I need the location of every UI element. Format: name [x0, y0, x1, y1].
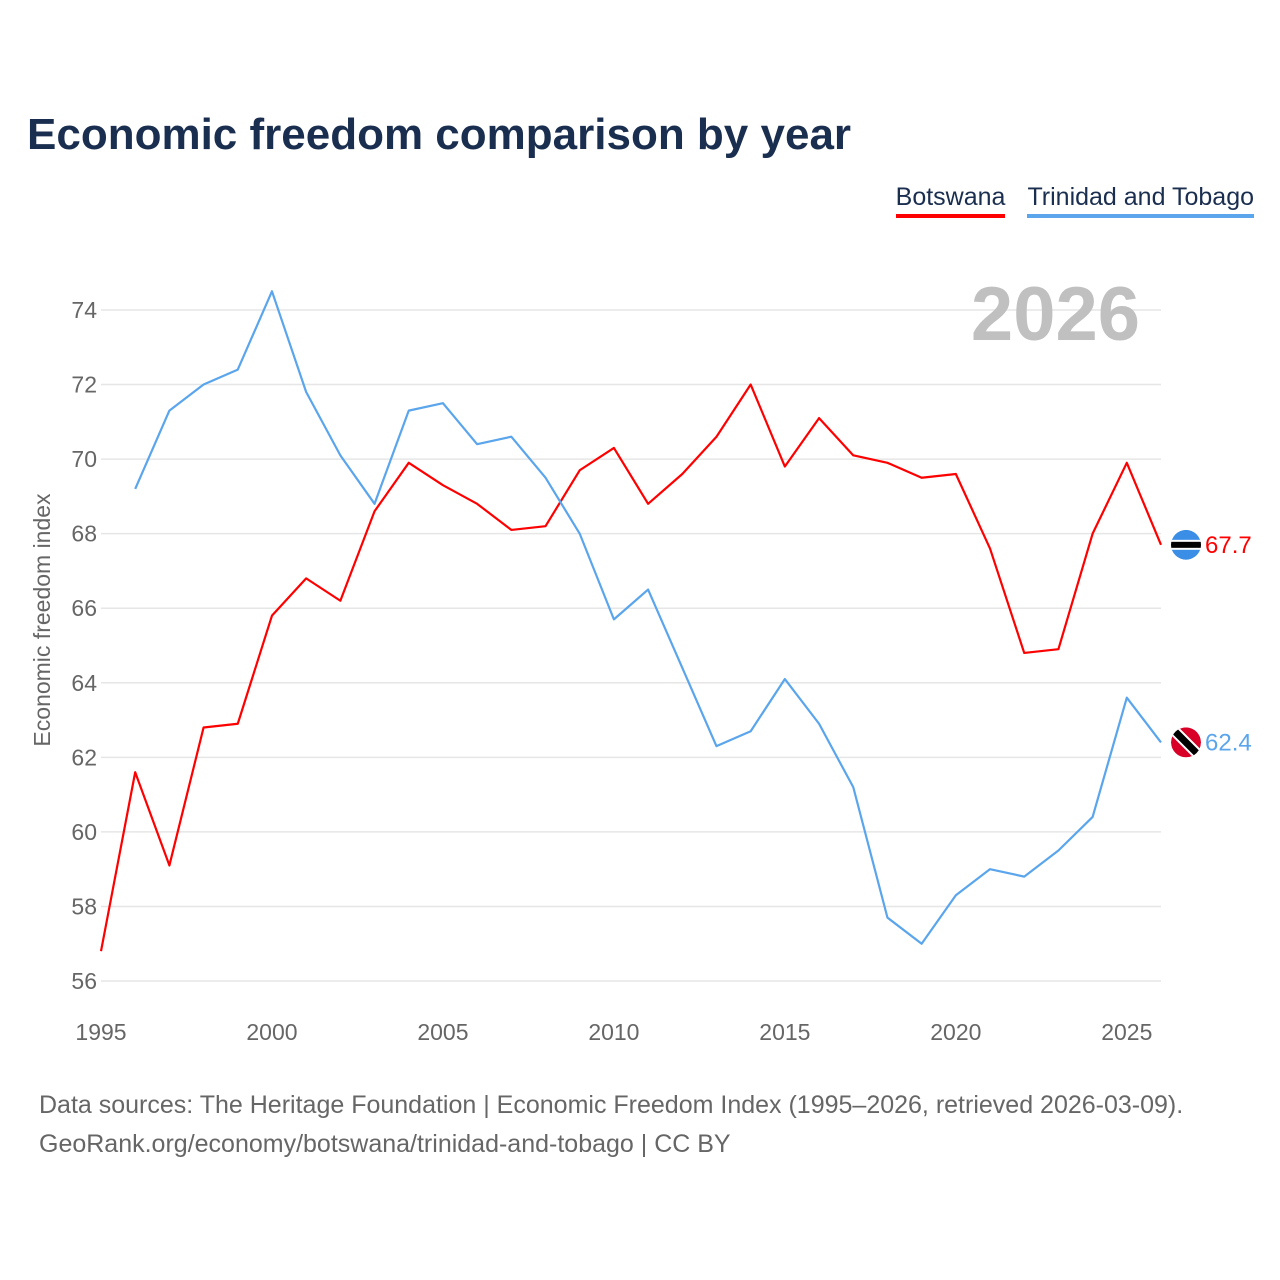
source-line-2[interactable]: GeoRank.org/economy/botswana/trinidad-an… — [39, 1130, 731, 1158]
source-note: Data sources: The Heritage Foundation | … — [39, 1086, 1183, 1164]
legend-item-botswana[interactable]: Botswana — [895, 183, 1006, 218]
y-tick-label: 58 — [71, 893, 97, 919]
y-tick-label: 72 — [71, 372, 97, 398]
y-tick-label: 64 — [71, 670, 97, 696]
legend-item-trinidad-and-tobago[interactable]: Trinidad and Tobago — [1027, 183, 1254, 218]
x-tick-label: 2020 — [930, 1019, 981, 1045]
x-tick-label: 2025 — [1101, 1019, 1152, 1045]
year-watermark: 2026 — [971, 272, 1140, 357]
y-tick-label: 62 — [71, 744, 97, 770]
botswana-flag-icon — [1171, 529, 1201, 560]
series-line-botswana — [99, 383, 1163, 952]
y-axis-label: Economic freedom index — [29, 493, 55, 747]
flag-stripe-black — [1171, 541, 1201, 548]
y-tick-label: 68 — [71, 521, 97, 547]
y-tick-label: 66 — [71, 595, 97, 621]
end-value-label: 67.7 — [1205, 532, 1252, 559]
y-tick-label: 74 — [71, 297, 97, 323]
end-value-label: 62.4 — [1205, 729, 1252, 756]
flag-stripe-black — [1171, 727, 1201, 758]
series-line-trinidad-and-tobago — [134, 290, 1162, 945]
x-tick-label: 2000 — [246, 1019, 297, 1045]
x-tick-label: 2015 — [759, 1019, 810, 1045]
trinidad-flag-icon — [1171, 727, 1201, 758]
legend: Botswana Trinidad and Tobago — [895, 183, 1254, 218]
x-tick-label: 2010 — [588, 1019, 639, 1045]
x-tick-label: 2005 — [417, 1019, 468, 1045]
source-line-1: Data sources: The Heritage Foundation | … — [39, 1091, 1184, 1119]
y-tick-label: 70 — [71, 446, 97, 472]
y-tick-label: 60 — [71, 819, 97, 845]
chart-title: Economic freedom comparison by year — [27, 110, 852, 159]
flag-body — [1171, 529, 1201, 560]
y-tick-label: 56 — [71, 968, 97, 994]
flag-body — [1171, 727, 1201, 758]
x-tick-label: 1995 — [75, 1019, 126, 1045]
